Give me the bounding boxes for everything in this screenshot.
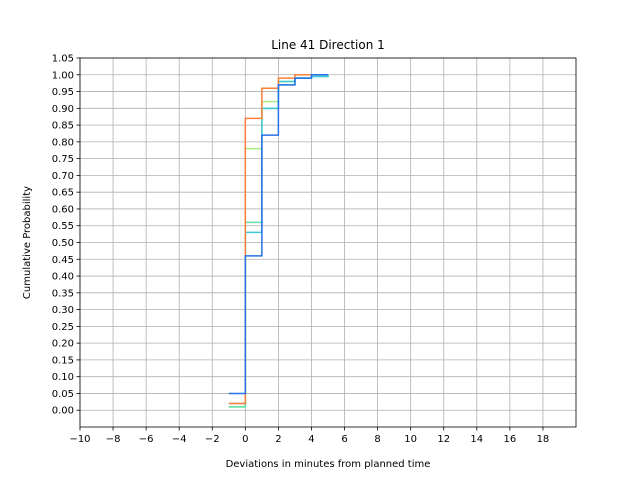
y-tick-label: 1.05 bbox=[52, 54, 74, 65]
x-axis-ticks: −10 −8 −6 −4 −2 0 2 4 6 8 10 12 14 16 18 bbox=[69, 427, 549, 445]
data-series-group bbox=[228, 74, 329, 408]
x-tick-label: 4 bbox=[308, 434, 314, 445]
y-tick-label: 0.70 bbox=[52, 171, 74, 182]
y-tick-label: 0.50 bbox=[52, 238, 74, 249]
y-tick-label: 0.85 bbox=[52, 121, 74, 132]
y-tick-label: 0.55 bbox=[52, 221, 74, 232]
x-axis-label: Deviations in minutes from planned time bbox=[226, 459, 431, 470]
x-tick-label: 0 bbox=[242, 434, 248, 445]
x-tick-label: 2 bbox=[275, 434, 281, 445]
y-tick-label: 0.10 bbox=[52, 372, 74, 383]
x-tick-label: 6 bbox=[341, 434, 347, 445]
x-tick-label: −6 bbox=[139, 434, 154, 445]
y-tick-label: 0.20 bbox=[52, 339, 74, 350]
x-tick-label: −2 bbox=[205, 434, 220, 445]
y-tick-label: 0.45 bbox=[52, 255, 74, 266]
series-line-5 bbox=[228, 74, 328, 395]
y-tick-label: 0.35 bbox=[52, 288, 74, 299]
y-axis-ticks: 0.00 0.05 0.10 0.15 0.20 0.25 0.30 0.35 0.40 0.45… bbox=[52, 54, 80, 417]
y-tick-label: 0.95 bbox=[52, 87, 74, 98]
y-axis-label: Cumulative Probability bbox=[22, 186, 33, 299]
y-tick-label: 0.15 bbox=[52, 355, 74, 366]
x-tick-label: −4 bbox=[172, 434, 187, 445]
y-tick-label: 0.25 bbox=[52, 322, 74, 333]
x-tick-label: 10 bbox=[404, 434, 417, 445]
y-tick-label: 0.90 bbox=[52, 104, 74, 115]
x-tick-label: −8 bbox=[106, 434, 121, 445]
y-tick-label: 0.60 bbox=[52, 204, 74, 215]
y-tick-label: 0.05 bbox=[52, 389, 74, 400]
y-tick-label: 0.80 bbox=[52, 137, 74, 148]
x-tick-label: 8 bbox=[374, 434, 380, 445]
x-tick-label: −10 bbox=[69, 434, 90, 445]
x-tick-label: 18 bbox=[537, 434, 550, 445]
y-tick-label: 1.00 bbox=[52, 70, 74, 81]
y-tick-label: 0.65 bbox=[52, 188, 74, 199]
x-tick-label: 16 bbox=[503, 434, 516, 445]
y-tick-label: 0.75 bbox=[52, 154, 74, 165]
x-tick-label: 14 bbox=[470, 434, 483, 445]
x-tick-label: 12 bbox=[437, 434, 450, 445]
y-tick-label: 0.40 bbox=[52, 272, 74, 283]
y-tick-label: 0.30 bbox=[52, 305, 74, 316]
chart-title: Line 41 Direction 1 bbox=[271, 38, 385, 52]
y-tick-label: 0.00 bbox=[52, 406, 74, 417]
